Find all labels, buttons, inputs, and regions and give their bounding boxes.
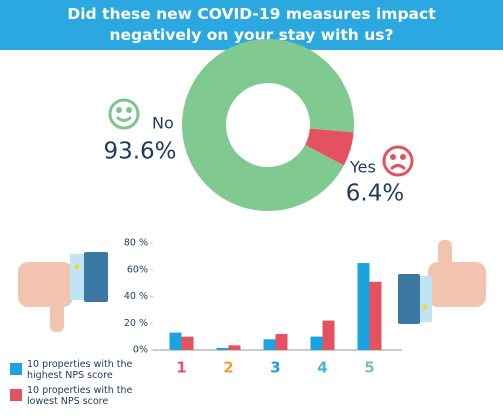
x-tick-label: 4 [317, 359, 327, 377]
bar [169, 332, 182, 350]
y-tick-label: 20 % [124, 318, 148, 329]
happy-face [108, 98, 140, 130]
legend-item: 10 properties with the highest NPS score [10, 359, 170, 381]
legend-label: 10 properties with the highest NPS score [27, 359, 133, 381]
bar [357, 263, 370, 350]
y-tick-label: 80 % [124, 238, 148, 249]
pie-slice [181, 39, 354, 212]
slice-label: No [152, 114, 174, 133]
y-tick-label: 0% [133, 345, 148, 356]
bar [216, 347, 229, 350]
slice-label: Yes [349, 158, 376, 177]
y-tick-label: 60% [127, 264, 148, 275]
sad-face [382, 145, 414, 177]
bar [369, 281, 382, 350]
legend-swatch [10, 363, 22, 375]
legend-label: 10 properties with the lowest NPS score [27, 385, 133, 407]
pie-slice [305, 128, 354, 166]
legend-swatch [10, 389, 22, 401]
bar [181, 336, 194, 350]
bar [322, 320, 335, 350]
bar [263, 339, 276, 350]
x-tick-label: 1 [176, 359, 186, 377]
slice-value-label: 6.4% [346, 181, 404, 207]
bar [275, 333, 288, 350]
thumbs-down [18, 252, 108, 332]
bar [228, 345, 241, 350]
x-tick-label: 3 [270, 359, 280, 377]
x-tick-label: 2 [223, 359, 233, 377]
bar [310, 336, 323, 350]
x-tick-label: 5 [364, 359, 374, 377]
y-tick-label: 40 % [124, 291, 148, 302]
legend-item: 10 properties with the lowest NPS score [10, 385, 170, 407]
thumbs-up [398, 240, 486, 324]
slice-value-label: 93.6% [103, 139, 176, 165]
chart-title: Did these new COVID-19 measures impact n… [67, 5, 436, 44]
